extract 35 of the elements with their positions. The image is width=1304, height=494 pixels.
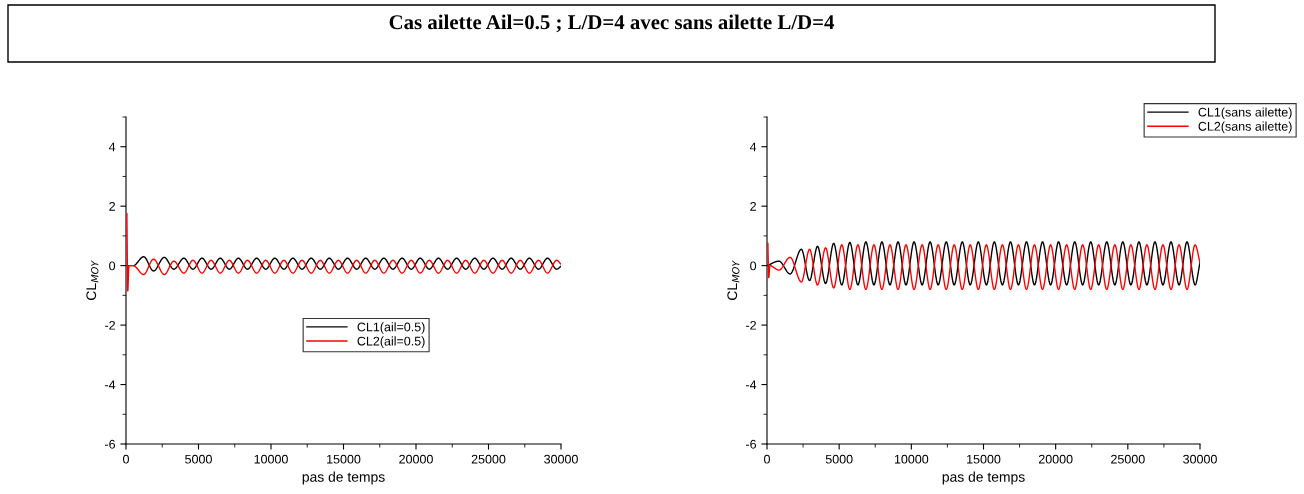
- x-tick-label: 10000: [894, 454, 929, 464]
- y-tick-label: -4: [746, 380, 757, 390]
- x-tick-label: 5000: [825, 454, 853, 464]
- legend-label: CL1(sans ailette): [1198, 107, 1292, 120]
- y-tick-label: -2: [105, 320, 115, 330]
- y-tick-label: 2: [109, 201, 115, 211]
- legend-label: CL2(sans ailette): [1198, 121, 1292, 134]
- y-tick-label: 4: [749, 142, 757, 152]
- x-axis-title: pas de temps: [942, 471, 1025, 485]
- x-tick-label: 20000: [399, 454, 433, 464]
- x-axis-title: pas de temps: [302, 471, 385, 485]
- y-tick-label: 4: [108, 142, 116, 152]
- y-tick-label: -6: [746, 439, 757, 449]
- legend-label: CL2(ail=0.5): [357, 336, 425, 349]
- y-axis-title: CL$_{MOY}$: [727, 260, 740, 300]
- x-tick-label: 25000: [471, 454, 506, 464]
- x-tick-label: 0: [123, 454, 129, 464]
- y-tick-label: -2: [746, 320, 756, 330]
- x-tick-label: 20000: [1038, 454, 1073, 464]
- x-tick-label: 10000: [254, 454, 288, 464]
- x-tick-label: 0: [764, 454, 770, 464]
- y-axis-title: CL$_{MOY}$: [86, 260, 99, 300]
- y-tick-label: -6: [105, 439, 116, 449]
- x-tick-label: 25000: [1111, 454, 1145, 464]
- x-tick-label: 5000: [185, 454, 212, 464]
- y-tick-label: -4: [105, 380, 116, 390]
- legend-label: CL1(ail=0.5): [357, 322, 425, 334]
- x-tick-label: 30000: [1183, 454, 1217, 464]
- x-tick-label: 15000: [967, 454, 1001, 464]
- y-tick-label: 0: [109, 261, 116, 271]
- text: Cas ailette Ail=0.5 ; L/D=4 avec sans ailette L/D=4: [389, 14, 835, 33]
- y-tick-label: 2: [750, 201, 756, 211]
- x-tick-label: 30000: [544, 454, 578, 464]
- x-tick-label: 15000: [327, 454, 361, 464]
- y-tick-label: 0: [750, 261, 757, 271]
